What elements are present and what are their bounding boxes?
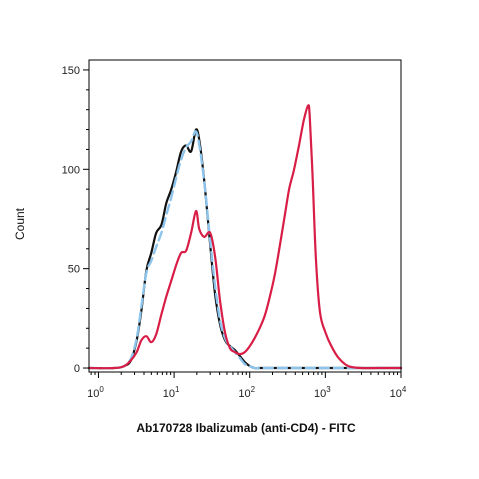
blue-dashed-series-line <box>87 130 403 370</box>
y-tick-label: 150 <box>62 65 80 77</box>
x-tick-label: 104 <box>390 385 407 400</box>
x-tick-label: 101 <box>163 385 180 400</box>
y-axis-label: Count <box>13 207 27 240</box>
y-tick-label: 0 <box>74 363 80 375</box>
x-tick-label: 100 <box>87 385 104 400</box>
plot-frame <box>88 59 402 373</box>
y-axis: 0 50 100 150 <box>62 65 89 375</box>
x-axis-label: Ab170728 Ibalizumab (anti-CD4) - FITC <box>136 421 356 435</box>
black-series-line <box>87 128 403 370</box>
y-tick-label: 50 <box>68 264 80 276</box>
x-tick-label: 102 <box>238 385 255 400</box>
x-tick-label: 103 <box>314 385 331 400</box>
y-tick-label: 100 <box>62 164 80 176</box>
histogram-curves <box>87 104 403 370</box>
x-axis: 100 101 102 103 104 <box>87 372 407 400</box>
red-series-line <box>87 104 403 370</box>
